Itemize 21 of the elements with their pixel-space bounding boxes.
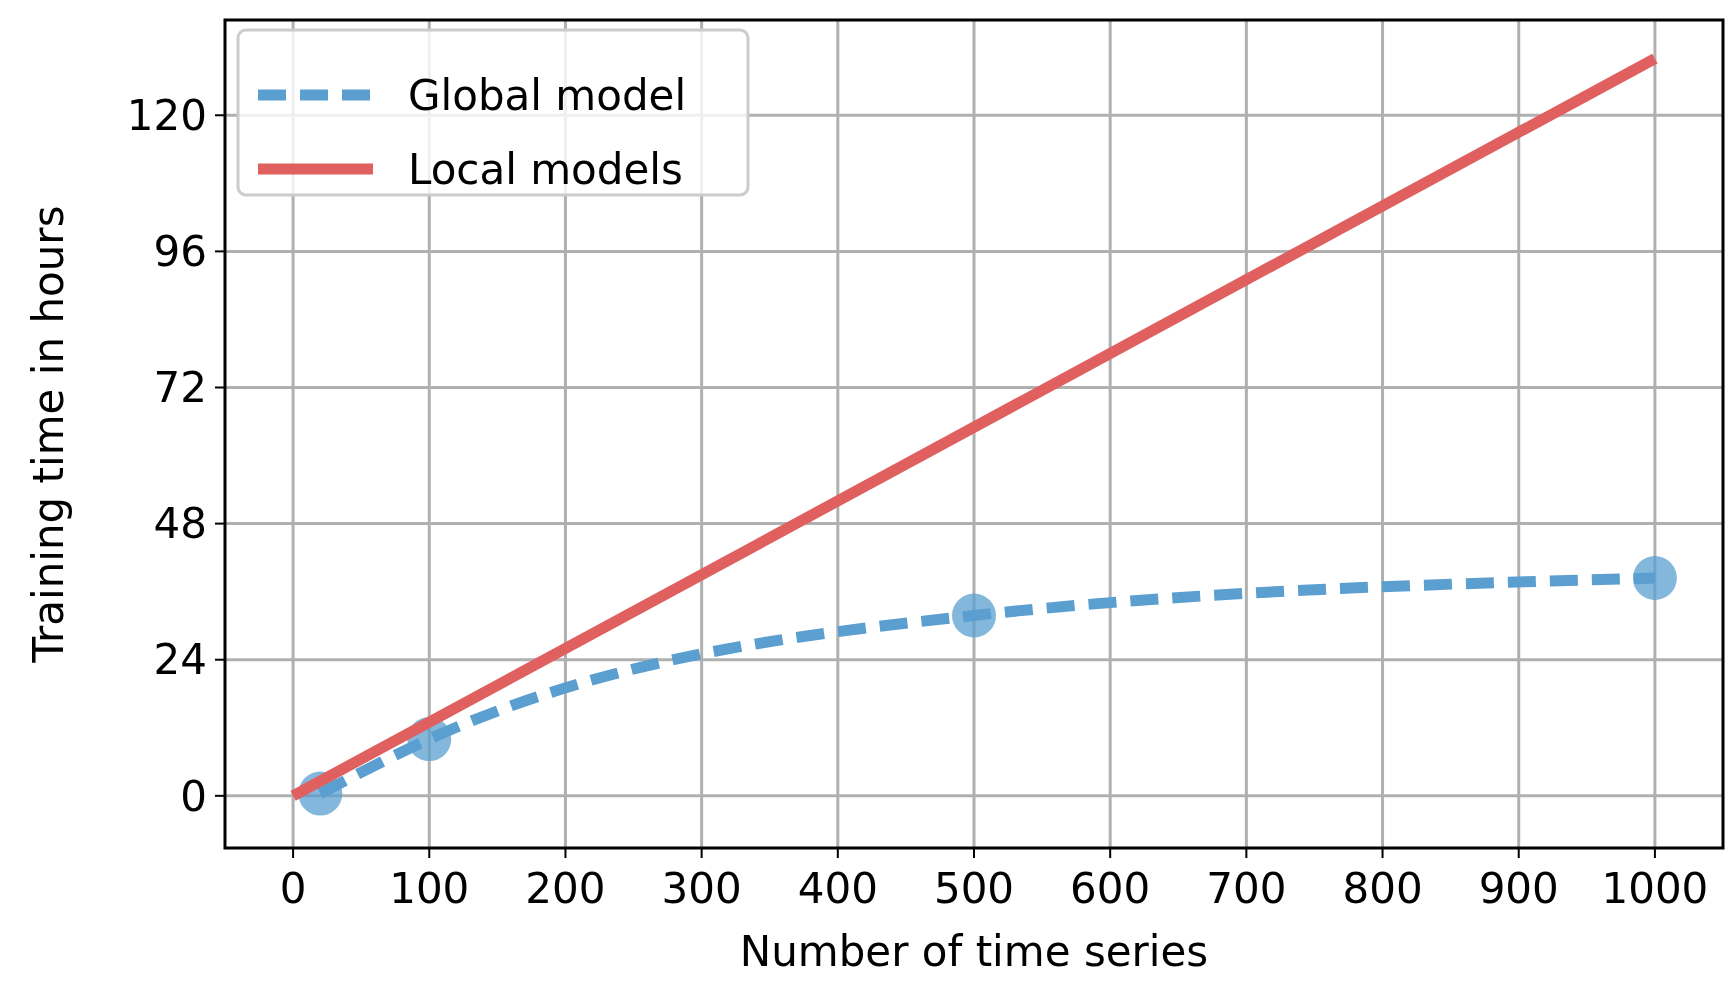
x-tick-label: 900 bbox=[1478, 864, 1559, 913]
x-tick-label: 300 bbox=[661, 864, 742, 913]
legend-label: Global model bbox=[408, 70, 687, 120]
x-tick-label: 0 bbox=[279, 864, 307, 913]
x-tick-label: 100 bbox=[389, 864, 470, 913]
x-tick-label: 700 bbox=[1206, 864, 1287, 913]
y-tick-label: 0 bbox=[180, 771, 207, 821]
legend-label: Local models bbox=[408, 144, 683, 194]
x-tick-label: 800 bbox=[1342, 864, 1423, 913]
x-tick-label: 500 bbox=[933, 864, 1015, 913]
x-tick-label: 400 bbox=[797, 864, 878, 913]
y-tick-label: 96 bbox=[153, 227, 207, 277]
x-axis-title: Number of time series bbox=[739, 927, 1209, 976]
x-tick-label: 1000 bbox=[1601, 864, 1709, 913]
y-tick-label: 24 bbox=[153, 635, 207, 685]
y-axis-title: Training time in hours bbox=[24, 205, 73, 664]
x-tick-label: 200 bbox=[525, 864, 606, 913]
x-tick-label: 600 bbox=[1070, 864, 1151, 913]
y-tick-label: 72 bbox=[153, 363, 207, 413]
y-tick-label: 120 bbox=[126, 90, 207, 140]
y-tick-label: 48 bbox=[153, 499, 207, 549]
